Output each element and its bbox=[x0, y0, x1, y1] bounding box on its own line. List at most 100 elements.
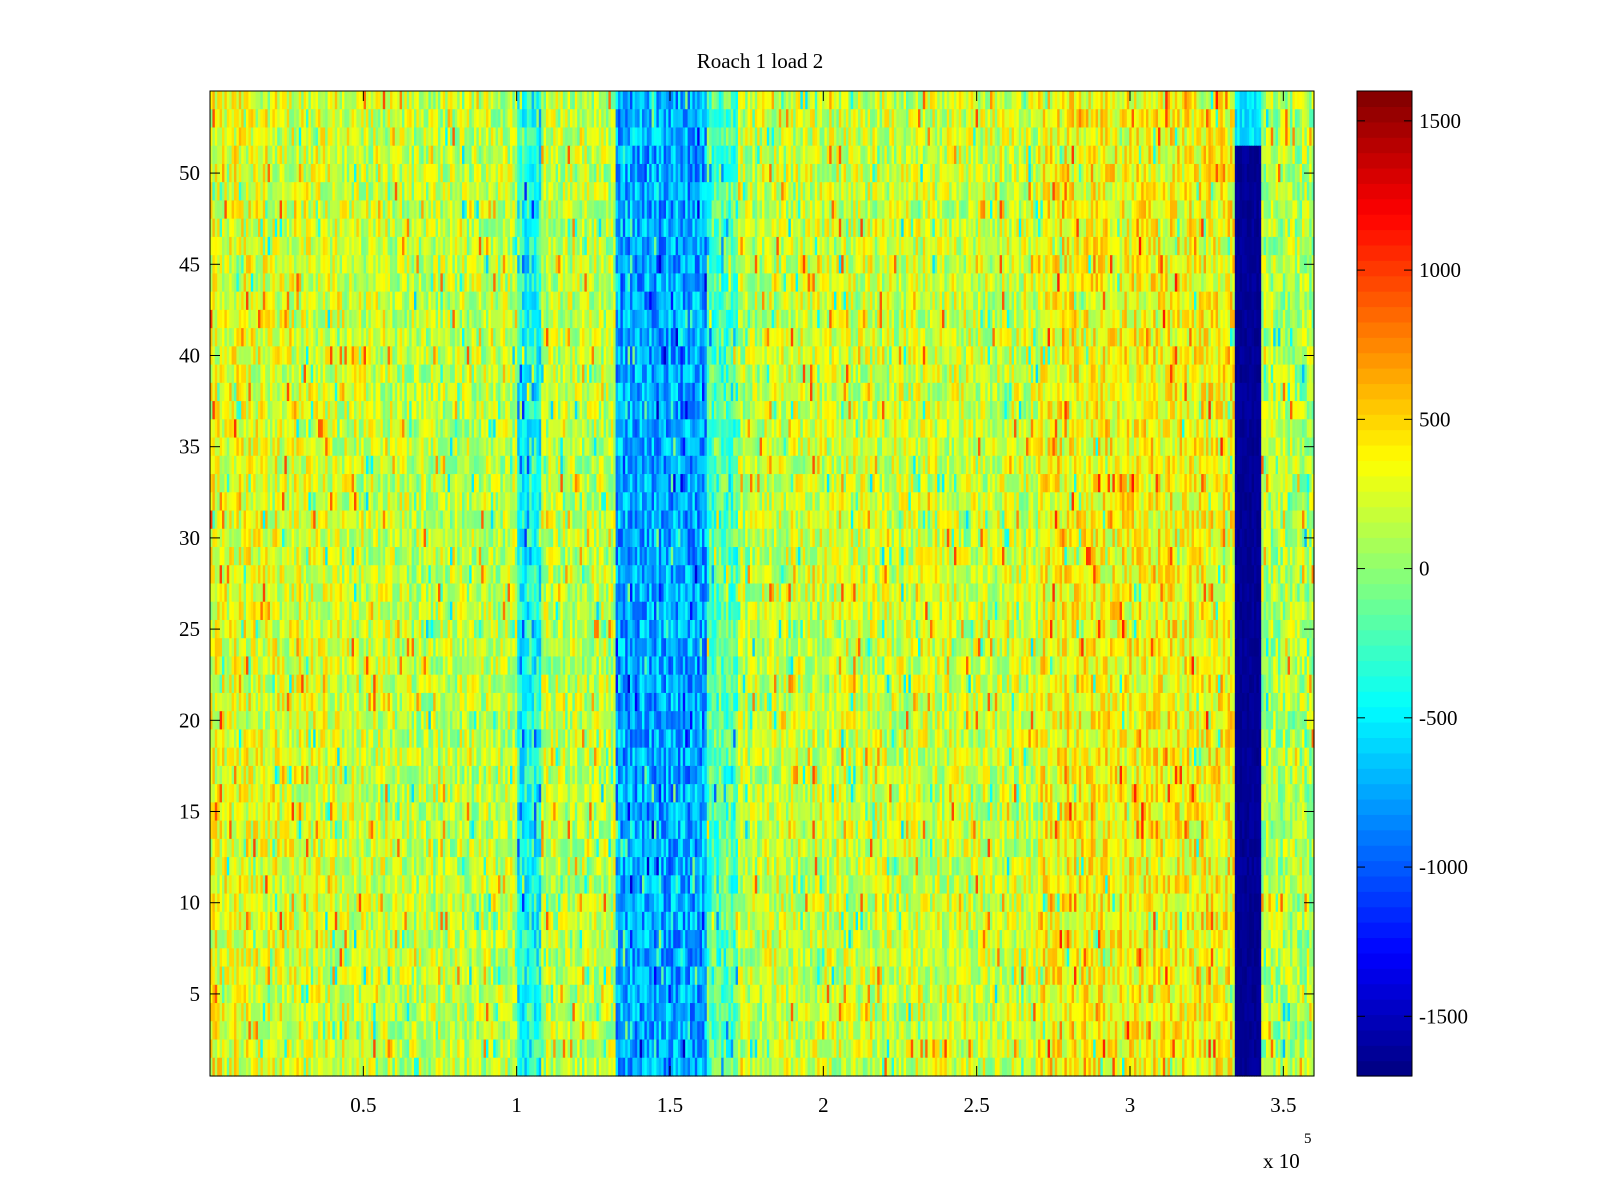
heatmap-cell bbox=[1246, 91, 1250, 110]
heatmap-cell bbox=[1172, 145, 1176, 165]
heatmap-cell bbox=[385, 127, 389, 147]
heatmap-cell bbox=[1287, 127, 1291, 147]
heatmap-cell bbox=[1256, 218, 1260, 238]
heatmap-cell bbox=[1126, 163, 1130, 183]
heatmap-cell bbox=[514, 163, 518, 183]
heatmap-cell bbox=[514, 200, 518, 220]
heatmap-cell bbox=[495, 91, 499, 110]
heatmap-cell bbox=[224, 200, 228, 220]
heatmap-cell bbox=[531, 218, 535, 238]
heatmap-cell bbox=[690, 163, 693, 183]
heatmap-cell bbox=[512, 182, 516, 202]
heatmap-cell bbox=[387, 163, 391, 183]
heatmap-cell bbox=[567, 91, 571, 110]
heatmap-cell bbox=[908, 182, 912, 202]
heatmap-cell bbox=[1112, 127, 1116, 147]
heatmap-cell bbox=[320, 163, 324, 183]
heatmap-cell bbox=[253, 109, 257, 129]
heatmap-cell bbox=[658, 218, 662, 238]
heatmap-cell bbox=[303, 182, 307, 202]
heatmap-cell bbox=[975, 145, 979, 165]
heatmap-cell bbox=[687, 91, 691, 110]
heatmap-cell bbox=[577, 109, 581, 129]
heatmap-cell bbox=[289, 182, 293, 202]
heatmap-cell bbox=[574, 163, 578, 183]
heatmap-cell bbox=[416, 145, 420, 165]
heatmap-cell bbox=[260, 200, 264, 220]
heatmap-cell bbox=[649, 145, 653, 165]
heatmap-cell bbox=[961, 127, 965, 147]
heatmap-cell bbox=[620, 236, 624, 256]
heatmap-cell bbox=[406, 109, 410, 129]
heatmap-cell bbox=[666, 236, 669, 256]
heatmap-cell bbox=[334, 200, 338, 220]
heatmap-cell bbox=[279, 109, 283, 129]
heatmap-cell bbox=[1052, 163, 1056, 183]
heatmap-cell bbox=[766, 145, 770, 165]
heatmap-cell bbox=[1273, 145, 1277, 165]
heatmap-cell bbox=[963, 200, 967, 220]
heatmap-cell bbox=[531, 145, 535, 165]
heatmap-cell bbox=[1050, 91, 1053, 110]
heatmap-cell bbox=[798, 127, 801, 147]
heatmap-cell bbox=[411, 200, 415, 220]
heatmap-cell bbox=[258, 163, 261, 183]
heatmap-cell bbox=[682, 236, 686, 256]
heatmap-cell bbox=[598, 91, 602, 110]
heatmap-cell bbox=[1186, 218, 1190, 238]
heatmap-cell bbox=[260, 91, 264, 110]
heatmap-cell bbox=[1196, 127, 1200, 147]
heatmap-cell bbox=[1028, 218, 1032, 238]
heatmap-cell bbox=[397, 127, 401, 147]
heatmap-cells bbox=[210, 91, 1315, 1077]
heatmap-cell bbox=[260, 236, 264, 256]
heatmap-cell bbox=[1052, 218, 1056, 238]
heatmap-cell bbox=[315, 200, 319, 220]
heatmap-cell bbox=[524, 218, 528, 238]
heatmap-cell bbox=[214, 145, 218, 165]
heatmap-cell bbox=[390, 218, 393, 238]
heatmap-cell bbox=[1287, 182, 1291, 202]
heatmap-cell bbox=[370, 200, 374, 220]
heatmap-cell bbox=[267, 218, 271, 238]
heatmap-cell bbox=[651, 163, 655, 183]
heatmap-cell bbox=[826, 109, 830, 129]
heatmap-cell bbox=[397, 200, 401, 220]
heatmap-cell bbox=[246, 145, 249, 165]
heatmap-cell bbox=[728, 145, 732, 165]
heatmap-cell bbox=[932, 163, 936, 183]
heatmap-cell bbox=[726, 218, 729, 238]
heatmap-cell bbox=[687, 200, 691, 220]
heatmap-cell bbox=[1105, 218, 1109, 238]
heatmap-cell bbox=[495, 236, 499, 256]
heatmap-cell bbox=[1237, 145, 1241, 165]
heatmap-cell bbox=[1215, 91, 1219, 110]
heatmap-cell bbox=[649, 109, 653, 129]
heatmap-cell bbox=[649, 127, 653, 147]
heatmap-cell bbox=[814, 91, 818, 110]
heatmap-cell bbox=[294, 91, 297, 110]
heatmap-cell bbox=[918, 236, 921, 256]
heatmap-cell bbox=[694, 127, 698, 147]
heatmap-cell bbox=[560, 236, 564, 256]
heatmap-cell bbox=[1270, 145, 1274, 165]
heatmap-cell bbox=[970, 200, 974, 220]
heatmap-cell bbox=[958, 200, 962, 220]
heatmap-cell bbox=[591, 127, 595, 147]
heatmap-cell bbox=[217, 91, 221, 110]
heatmap-cell bbox=[1263, 218, 1267, 238]
heatmap-cell bbox=[589, 236, 593, 256]
heatmap-cell bbox=[1244, 109, 1248, 129]
heatmap-cell bbox=[877, 163, 881, 183]
heatmap-cell bbox=[294, 163, 297, 183]
heatmap-cell bbox=[1191, 91, 1195, 110]
heatmap-cell bbox=[298, 236, 302, 256]
heatmap-cell bbox=[939, 109, 943, 129]
heatmap-cell bbox=[973, 109, 977, 129]
heatmap-cell bbox=[241, 145, 245, 165]
heatmap-cell bbox=[1059, 127, 1063, 147]
heatmap-cell bbox=[726, 109, 729, 129]
heatmap-cell bbox=[850, 127, 854, 147]
heatmap-cell bbox=[579, 200, 583, 220]
heatmap-cell bbox=[447, 127, 451, 147]
